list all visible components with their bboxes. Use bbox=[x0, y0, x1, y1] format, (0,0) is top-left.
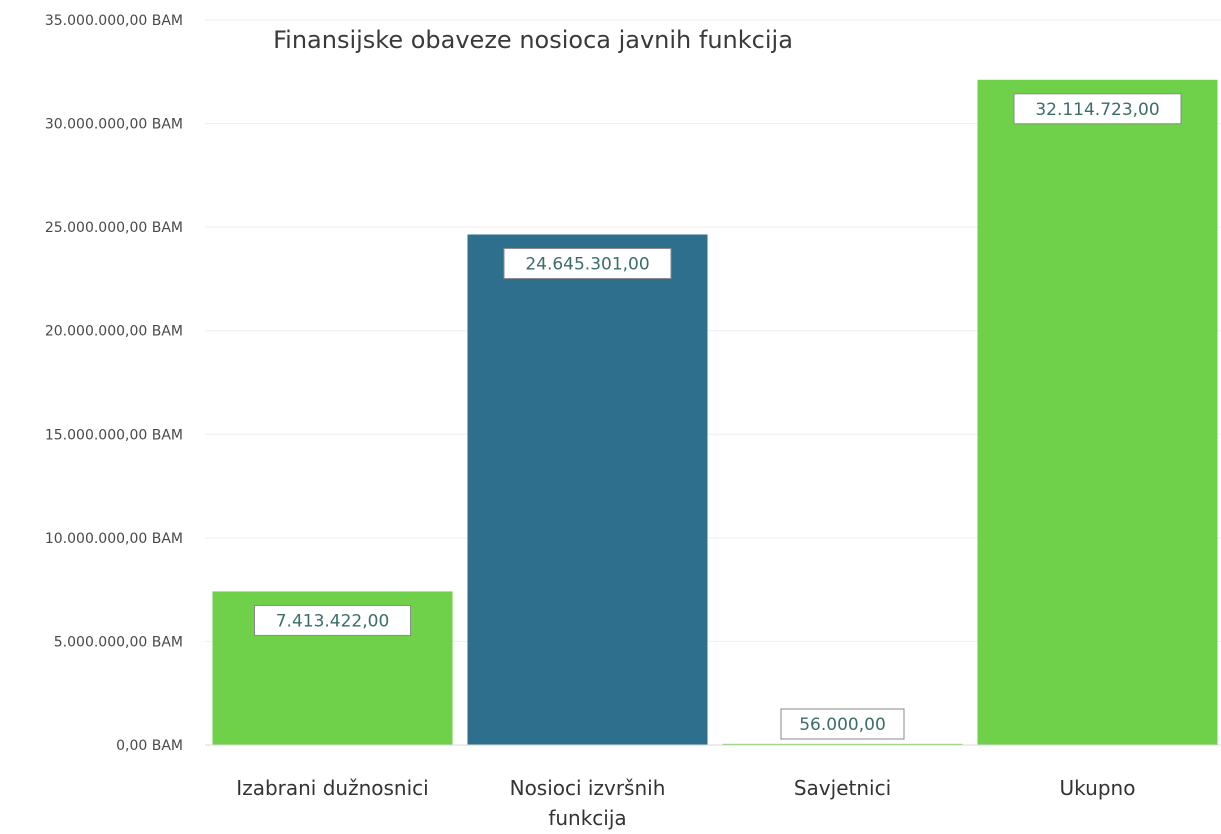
data-labels: 7.413.422,00 24.645.301,00 56.000,00 32.114… bbox=[254, 93, 1182, 740]
data-label: 24.645.301,00 bbox=[525, 254, 649, 274]
y-axis-ticks: 0,00 BAM 5.000.000,00 BAM 10.000.000,00 BA… bbox=[45, 13, 183, 754]
bar bbox=[977, 79, 1218, 745]
y-tick-label: 30.000.000,00 BAM bbox=[45, 117, 183, 133]
x-category-label: Savjetnici bbox=[794, 776, 891, 800]
y-tick-label: 25.000.000,00 BAM bbox=[45, 220, 183, 236]
y-tick-label: 20.000.000,00 BAM bbox=[45, 324, 183, 340]
data-label-box bbox=[503, 247, 672, 279]
chart-title: Finansijske obaveze nosioca javnih funkc… bbox=[273, 26, 793, 54]
data-label-box bbox=[1013, 93, 1182, 125]
y-tick-label: 15.000.000,00 BAM bbox=[45, 427, 183, 443]
y-tick-label: 0,00 BAM bbox=[116, 738, 183, 754]
x-category-label: Nosioci izvršnih funkcija bbox=[510, 776, 666, 830]
gridlines bbox=[205, 19, 1221, 642]
data-label: 56.000,00 bbox=[799, 715, 886, 735]
y-tick-label: 35.000.000,00 BAM bbox=[45, 13, 183, 29]
data-label-box bbox=[780, 708, 905, 740]
x-axis-categories: Izabrani dužnosnici Nosioci izvršnih funkc… bbox=[236, 776, 1135, 830]
y-tick-label: 5.000.000,00 BAM bbox=[54, 634, 183, 650]
x-category-label: Izabrani dužnosnici bbox=[236, 776, 428, 800]
x-category-label: Ukupno bbox=[1060, 776, 1136, 800]
bar bbox=[722, 743, 963, 745]
data-label: 7.413.422,00 bbox=[276, 611, 390, 631]
bars bbox=[212, 79, 1218, 746]
bar bbox=[467, 234, 708, 746]
data-label: 32.114.723,00 bbox=[1035, 100, 1159, 120]
y-tick-label: 10.000.000,00 BAM bbox=[45, 531, 183, 547]
data-label-box bbox=[254, 604, 411, 636]
